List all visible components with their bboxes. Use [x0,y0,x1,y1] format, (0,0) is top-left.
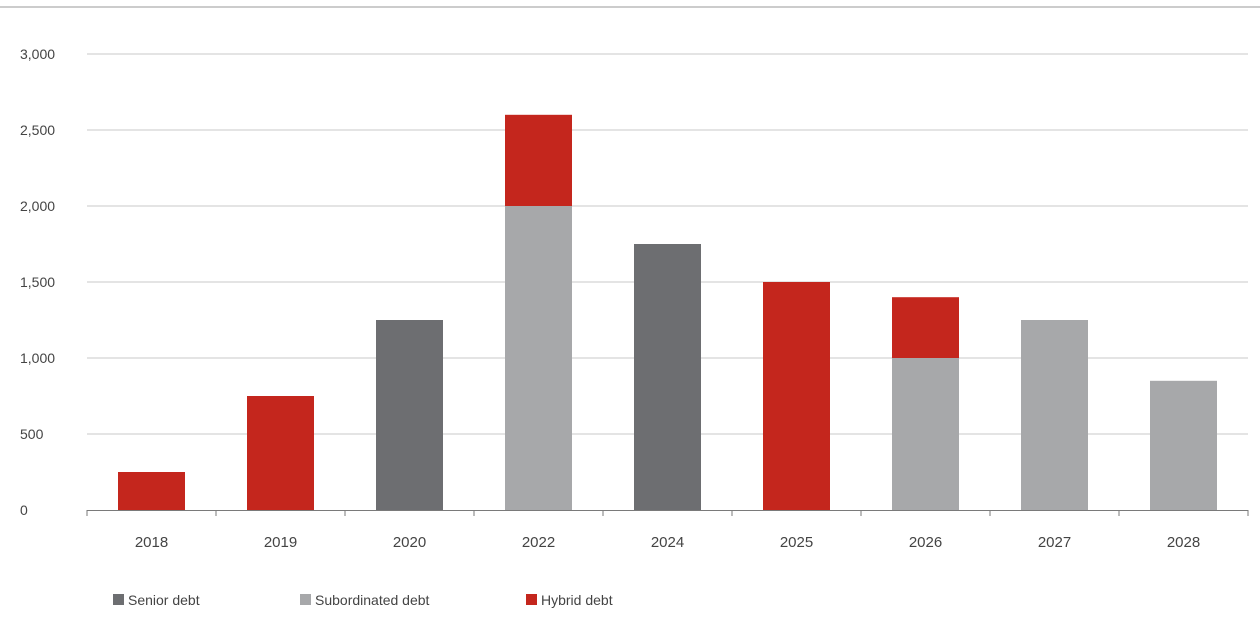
bar-hybrid-debt-2022 [505,115,572,206]
y-tick-label: 3,000 [20,46,55,62]
legend-swatch-senior-debt [113,594,124,605]
x-tick-label: 2028 [1167,534,1200,551]
bar-subordinated-debt-2028 [1150,381,1217,510]
y-tick-label: 2,500 [20,122,55,138]
bar-hybrid-debt-2018 [118,472,185,510]
bar-hybrid-debt-2019 [247,396,314,510]
legend-label-hybrid-debt: Hybrid debt [541,592,613,608]
x-tick-label: 2027 [1038,534,1071,551]
legend-label-subordinated-debt: Subordinated debt [315,592,430,608]
y-tick-label: 1,000 [20,350,55,366]
y-tick-label: 2,000 [20,198,55,214]
y-tick-label: 0 [20,502,28,518]
x-tick-label: 2018 [135,534,168,551]
bar-subordinated-debt-2022 [505,206,572,510]
x-tick-label: 2024 [651,534,684,551]
legend-label-senior-debt: Senior debt [128,592,200,608]
x-tick-label: 2019 [264,534,297,551]
bar-hybrid-debt-2025 [763,282,830,510]
y-tick-label: 500 [20,426,44,442]
legend-swatch-subordinated-debt [300,594,311,605]
x-tick-label: 2022 [522,534,555,551]
legend: Senior debt Subordinated debt Hybrid debt [113,592,613,608]
bar-hybrid-debt-2026 [892,297,959,358]
bar-subordinated-debt-2026 [892,358,959,510]
bar-senior-debt-2020 [376,320,443,510]
y-axis-ticks: 0 500 1,000 1,500 2,000 2,500 3,000 [20,46,55,518]
bar-senior-debt-2024 [634,244,701,510]
bar-subordinated-debt-2027 [1021,320,1088,510]
bars [118,115,1217,510]
legend-swatch-hybrid-debt [526,594,537,605]
x-axis: 2018 2019 2020 2022 2024 2025 2026 2027 2028 [87,510,1248,551]
x-tick-label: 2025 [780,534,813,551]
x-tick-label: 2026 [909,534,942,551]
x-tick-label: 2020 [393,534,426,551]
y-tick-label: 1,500 [20,274,55,290]
